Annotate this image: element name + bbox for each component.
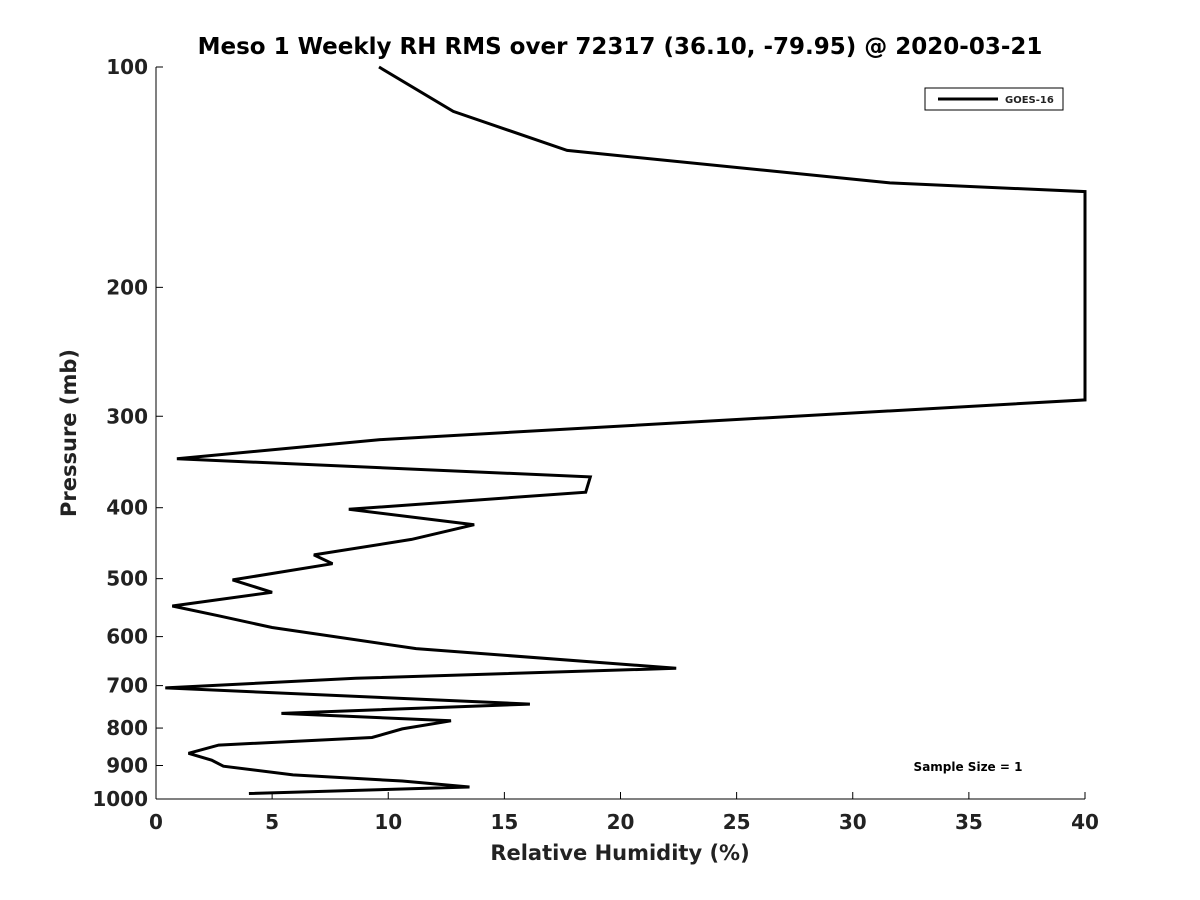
x-tick-label: 0 xyxy=(149,810,163,834)
series-layer xyxy=(165,65,1087,795)
y-tick-label: 1000 xyxy=(92,787,148,811)
x-tick-label: 10 xyxy=(374,810,402,834)
y-tick-label: 900 xyxy=(106,754,148,778)
x-axis-label: Relative Humidity (%) xyxy=(490,841,749,865)
chart-title: Meso 1 Weekly RH RMS over 72317 (36.10, … xyxy=(198,34,1043,60)
y-tick-label: 700 xyxy=(106,674,148,698)
y-tick-label: 200 xyxy=(106,275,148,299)
y-tick-label: 400 xyxy=(106,496,148,520)
x-tick-label: 30 xyxy=(839,810,867,834)
y-tick-label: 500 xyxy=(106,567,148,591)
x-tick-label: 40 xyxy=(1071,810,1099,834)
x-tick-label: 35 xyxy=(955,810,983,834)
y-tick-label: 800 xyxy=(106,716,148,740)
y-tick-label: 100 xyxy=(106,55,148,79)
y-tick-label: 300 xyxy=(106,404,148,428)
x-tick-label: 15 xyxy=(490,810,518,834)
legend: GOES-16 xyxy=(924,87,1064,111)
y-axis-label: Pressure (mb) xyxy=(57,349,81,517)
sample-size-annotation: Sample Size = 1 xyxy=(914,760,1023,774)
plot-axes xyxy=(155,67,1085,800)
x-ticks: 0 5 10 15 20 25 30 35 40 xyxy=(149,792,1099,834)
y-ticks: 100 200 300 400 500 600 700 800 900 1000 xyxy=(92,55,163,811)
x-tick-label: 5 xyxy=(265,810,279,834)
x-tick-label: 20 xyxy=(607,810,635,834)
y-tick-label: 600 xyxy=(106,625,148,649)
series-line-goes-16 xyxy=(165,65,1087,795)
x-tick-label: 25 xyxy=(723,810,751,834)
legend-label-goes-16: GOES-16 xyxy=(1005,95,1054,106)
